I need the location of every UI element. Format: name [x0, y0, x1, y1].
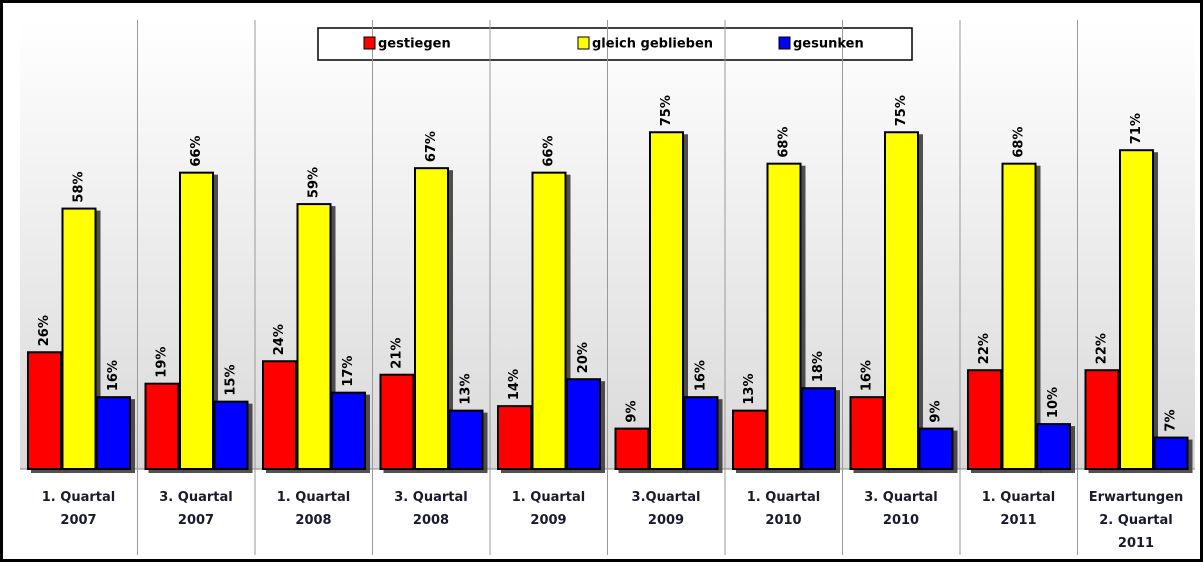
legend-label: gesunken: [793, 37, 864, 52]
data-label: 14%: [507, 369, 522, 400]
data-label: 19%: [155, 347, 170, 378]
bar: [801, 387, 836, 470]
data-label: 66%: [542, 136, 557, 167]
bar: [967, 369, 1002, 470]
data-label: 10%: [1046, 387, 1061, 418]
data-label: 16%: [860, 360, 875, 391]
bar: [179, 171, 214, 470]
bar: [331, 391, 366, 471]
data-label: 67%: [424, 131, 439, 162]
legend-swatch: [577, 36, 590, 50]
bar: [61, 207, 97, 471]
bar: [766, 162, 802, 470]
data-label: 20%: [576, 342, 591, 373]
data-label: 13%: [459, 374, 474, 405]
data-label: 21%: [390, 338, 405, 369]
bar: [1119, 149, 1154, 471]
x-tick-label: 1. Quartal 2007: [41, 490, 116, 528]
bar: [1001, 162, 1037, 470]
data-label: 75%: [659, 95, 674, 126]
data-label: 68%: [777, 127, 792, 158]
data-label: 13%: [742, 374, 757, 405]
data-label: 59%: [307, 167, 322, 198]
bar: [1036, 423, 1071, 471]
x-tick-label: 3.Quartal 2009: [631, 490, 701, 528]
data-label: 22%: [1095, 333, 1110, 364]
bar: [414, 167, 449, 470]
bar: [27, 351, 62, 471]
data-label: 71%: [1129, 113, 1144, 144]
data-label: 75%: [894, 95, 909, 126]
x-tick-label: 3. Quartal 2008: [394, 490, 468, 528]
bar: [1153, 436, 1189, 471]
x-tick-label: 3. Quartal 2010: [864, 490, 938, 528]
bar: [566, 378, 601, 471]
x-tick-label: 1. Quartal 2009: [511, 490, 586, 528]
bar: [296, 203, 332, 470]
bar: [497, 405, 532, 471]
data-label: 17%: [341, 356, 356, 387]
x-tick-label: Erwartungen 2. Quartal 2011: [1088, 490, 1184, 551]
bar: [918, 427, 954, 470]
data-label: 22%: [977, 333, 992, 364]
legend-swatch: [778, 36, 791, 50]
data-label: 18%: [811, 351, 826, 382]
x-tick-label: 1. Quartal 2010: [746, 490, 821, 528]
x-tick-label: 1. Quartal 2011: [981, 490, 1056, 528]
data-label: 26%: [37, 315, 52, 346]
legend: [317, 27, 913, 61]
data-label: 9%: [625, 401, 640, 423]
bar: [448, 409, 484, 471]
data-label: 16%: [694, 360, 709, 391]
bar: [849, 396, 885, 470]
legend-swatch: [363, 36, 376, 50]
bar: [144, 382, 180, 470]
bar: [262, 360, 297, 470]
x-tick-label: 1. Quartal 2008: [276, 490, 351, 528]
data-label: 58%: [72, 171, 87, 202]
bar: [379, 373, 415, 470]
bar: [1084, 369, 1120, 470]
data-label: 9%: [929, 401, 944, 423]
bar: [531, 171, 567, 470]
data-label: 16%: [106, 360, 121, 391]
data-label: 68%: [1012, 127, 1027, 158]
data-label: 66%: [189, 136, 204, 167]
data-label: 24%: [272, 324, 287, 355]
bar: [732, 409, 767, 471]
data-label: 15%: [224, 365, 239, 396]
bar: [213, 400, 249, 470]
bar: [884, 131, 919, 470]
bar: [683, 396, 719, 470]
legend-label: gleich geblieben: [592, 37, 713, 52]
data-label: 7%: [1164, 409, 1179, 431]
x-tick-label: 3. Quartal 2007: [159, 490, 233, 528]
bar: [649, 131, 684, 470]
bar: [96, 396, 131, 470]
legend-label: gestiegen: [378, 37, 451, 52]
bar: [614, 427, 650, 470]
